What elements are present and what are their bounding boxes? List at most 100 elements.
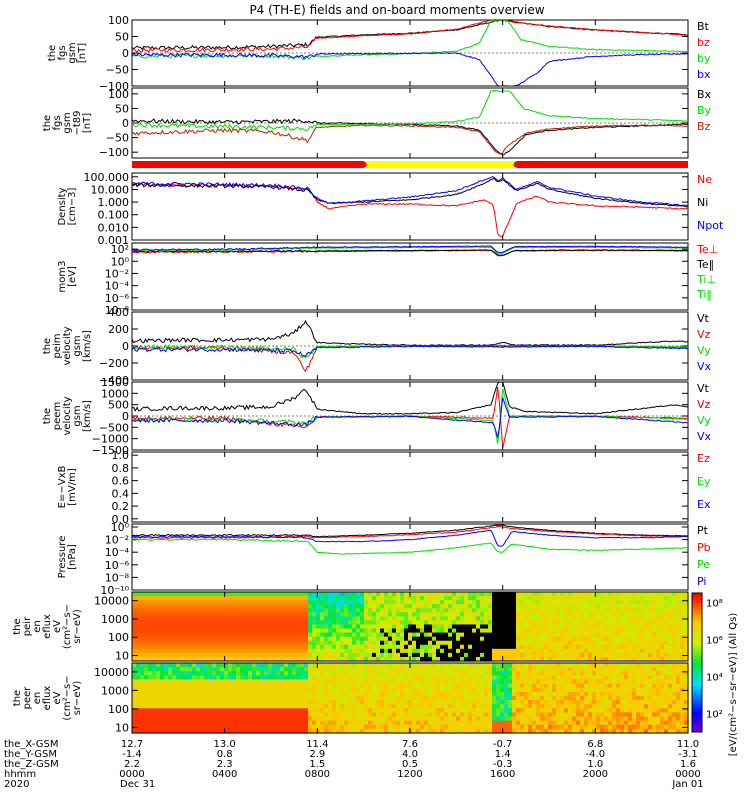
spectrogram-cell [568, 628, 573, 634]
spectrogram-cell [216, 604, 221, 609]
spectrogram-cell [452, 720, 457, 726]
spectrogram-cell [356, 592, 361, 597]
spectrogram-cell [520, 691, 525, 697]
spectrogram-cell [312, 720, 317, 726]
y-tick-label: 0 [122, 410, 129, 423]
spectrogram-cell [392, 708, 397, 714]
spectrogram-cell [480, 675, 485, 681]
spectrogram-cell [620, 675, 625, 681]
spectrogram-cell [368, 675, 373, 681]
spectrogram-cell [284, 691, 289, 697]
spectrogram-cell [480, 704, 485, 709]
y-axis-label: thefgsgsm[nT] [47, 42, 88, 63]
spectrogram-cell [452, 600, 457, 605]
spectrogram-cell [236, 656, 241, 662]
spectrogram-cell [468, 644, 473, 650]
spectrogram-cell [184, 632, 189, 638]
spectrogram-cell [628, 695, 633, 701]
spectrogram-cell [544, 600, 549, 605]
spectrogram-cell [520, 600, 525, 605]
spectrogram-cell [552, 712, 557, 718]
spectrogram-cell [452, 636, 457, 642]
spectrogram-cell [672, 612, 677, 617]
spectrogram-cell [672, 648, 677, 654]
spectrogram-cell [456, 720, 461, 726]
spectrogram-cell [652, 644, 657, 650]
spectrogram-cell [296, 600, 301, 605]
legend-fgs_gsm_t89: By [697, 104, 712, 117]
spectrogram-cell [176, 667, 181, 672]
y-tick-label: 0 [122, 340, 129, 353]
spectrogram-cell [204, 604, 209, 609]
spectrogram-cell [404, 687, 409, 693]
spectrogram-cell [496, 596, 501, 601]
spectrogram-cell [448, 712, 453, 718]
spectrogram-cell [148, 616, 153, 622]
spectrogram-cell [252, 663, 257, 668]
spectrogram-cell [548, 691, 553, 697]
spectrogram-cell [264, 720, 269, 726]
spectrogram-cell [252, 636, 257, 642]
spectrogram-cell [308, 636, 313, 642]
spectrogram-cell [648, 679, 653, 685]
spectrogram-cell [172, 671, 177, 676]
spectrogram-cell [604, 608, 609, 613]
spectrogram-cell [384, 608, 389, 613]
spectrogram-cell [384, 648, 389, 654]
spectrogram-cell [160, 691, 165, 697]
spectrogram-cell [596, 632, 601, 638]
spectrogram-cell [680, 644, 685, 650]
spectrogram-cell [268, 704, 273, 709]
spectrogram-cell [632, 667, 637, 672]
y-tick-label: 10⁻¹⁰ [100, 584, 129, 597]
spectrogram-cell [512, 636, 517, 642]
spectrogram-cell [268, 608, 273, 613]
spectrogram-cell [328, 700, 333, 705]
spectrogram-cell [196, 728, 201, 734]
spectrogram-cell [432, 612, 437, 617]
spectrogram-cell [296, 628, 301, 634]
spectrogram-cell [164, 695, 169, 701]
spectrogram-cell [160, 600, 165, 605]
spectrogram-cell [448, 720, 453, 726]
spectrogram-cell [440, 728, 445, 734]
spectrogram-cell [584, 671, 589, 676]
spectrogram-cell [132, 612, 137, 617]
spectrogram-cell [424, 656, 429, 662]
spectrogram-cell [632, 632, 637, 638]
spectrogram-cell [300, 656, 305, 662]
series-group [132, 524, 688, 555]
spectrogram-cell [484, 675, 489, 681]
spectrogram-cell [552, 616, 557, 622]
spectrogram-cell [624, 640, 629, 646]
spectrogram-cell [312, 636, 317, 642]
y-tick-label: 10⁻⁴ [105, 280, 130, 293]
spectrogram-cell [500, 691, 505, 697]
spectrogram-cell [612, 671, 617, 676]
spectrogram-cell [496, 687, 501, 693]
spectrogram-cell [632, 612, 637, 617]
spectrogram-cell [580, 675, 585, 681]
spectrogram-cell [616, 679, 621, 685]
spectrogram-cell [528, 640, 533, 646]
spectrogram-cell [376, 640, 381, 646]
spectrogram-cell [540, 675, 545, 681]
spectrogram-cell [328, 644, 333, 650]
spectrogram-cell [312, 704, 317, 709]
spectrogram-cell [588, 691, 593, 697]
spectrogram-cell [472, 632, 477, 638]
spectrogram-cell [252, 679, 257, 685]
spectrogram-cell [160, 720, 165, 726]
spectrogram-cell [568, 624, 573, 630]
spectrogram-cell [548, 604, 553, 609]
spectrogram-cell [484, 704, 489, 709]
spectrogram-cell [276, 648, 281, 654]
panel-temperature: 10²10⁰10⁻²10⁻⁴10⁻⁶10⁻⁸mom3[eV]Te⊥Te‖Ti⊥T… [57, 242, 718, 317]
spectrogram-cell [588, 596, 593, 601]
spectrogram-cell [376, 720, 381, 726]
spectrogram-cell [192, 724, 197, 730]
spectrogram-cell [556, 596, 561, 601]
spectrogram-cell [496, 620, 501, 626]
spectrogram-cell [304, 640, 309, 646]
spectrogram-cell [672, 640, 677, 646]
